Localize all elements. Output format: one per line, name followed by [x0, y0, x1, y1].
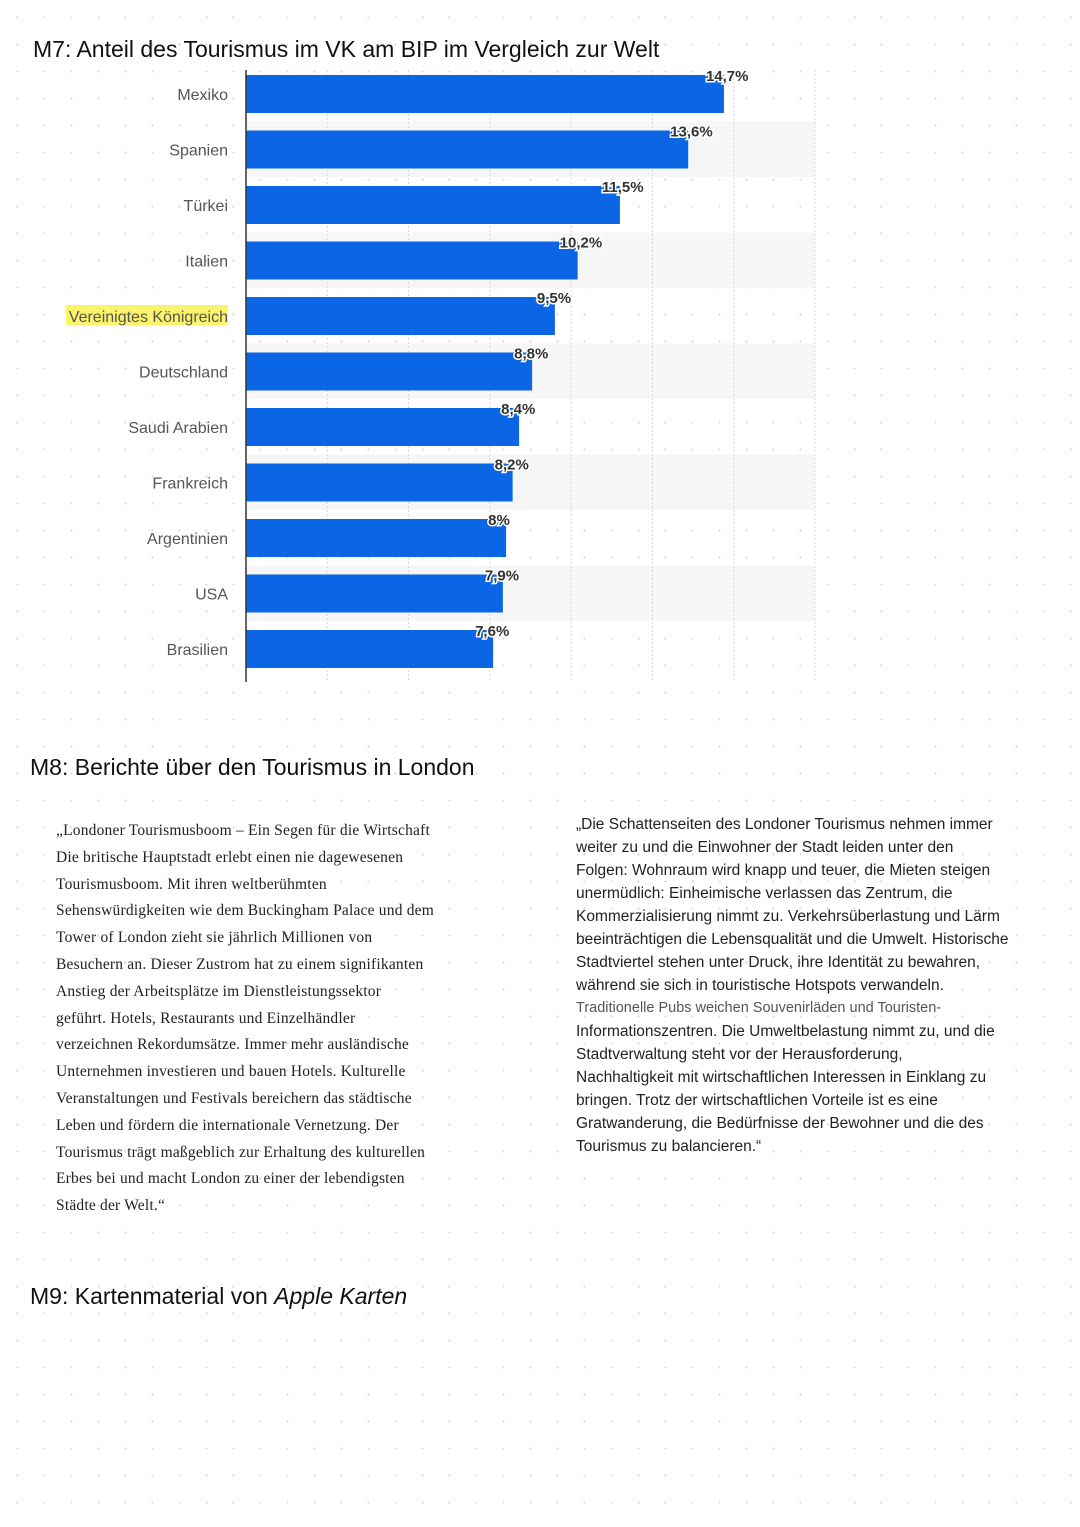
- bar: [246, 241, 578, 280]
- bar: [246, 574, 503, 613]
- category-label: Italien: [185, 254, 228, 271]
- data-label: 14,7%: [706, 68, 749, 85]
- text-line: geführt. Hotels, Restaurants und Einzelh…: [56, 1009, 356, 1027]
- category-label: Argentinien: [147, 531, 228, 548]
- text-line: verzeichnen Rekordumsätze. Immer mehr au…: [56, 1036, 410, 1054]
- category-label: USA: [195, 587, 228, 604]
- text-line: weiter zu und die Einwohner der Stadt le…: [576, 839, 954, 856]
- data-label: 8,4%: [501, 401, 535, 418]
- m9-title-source: Apple Karten: [274, 1283, 408, 1309]
- m7-title: M7: Anteil des Tourismus im VK am BIP im…: [33, 36, 660, 62]
- bar: [246, 352, 533, 391]
- category-label: Mexiko: [177, 87, 228, 104]
- data-label: 11,5%: [602, 179, 644, 196]
- category-label: Deutschland: [139, 365, 228, 382]
- m8-report-positive: „Londoner Tourismusboom – Ein Segen für …: [56, 818, 434, 1220]
- text-line: Informationszentren. Die Umweltbelastung…: [576, 1023, 995, 1040]
- bar: [246, 408, 520, 446]
- text-line: unermüdlich: Einheimische verlassen das …: [576, 885, 953, 902]
- m9-title: M9: Kartenmaterial von Apple Karten: [30, 1283, 407, 1310]
- text-line: Stadtverwaltung steht vor der Herausford…: [576, 1046, 903, 1063]
- category-label: Brasilien: [167, 642, 228, 659]
- bar: [246, 630, 494, 668]
- bar: [246, 130, 689, 169]
- text-line: Traditionelle Pubs weichen Souvenirläden…: [576, 1000, 942, 1016]
- category-label: Türkei: [184, 198, 228, 215]
- text-line: Die britische Hauptstadt erlebt einen ni…: [56, 848, 404, 866]
- text-line: Tower of London zieht sie jährlich Milli…: [56, 929, 373, 947]
- text-line: Tourismus zu balancieren.“: [576, 1138, 762, 1155]
- text-line: bringen. Trotz der wirtschaftlichen Vort…: [576, 1092, 938, 1109]
- text-line: Anstieg der Arbeitsplätze im Dienstleist…: [56, 982, 382, 1000]
- text-line: Gratwanderung, die Bedürfnisse der Bewoh…: [576, 1115, 984, 1132]
- text-line: Sehenswürdigkeiten wie dem Buckingham Pa…: [56, 902, 435, 920]
- text-line: Folgen: Wohnraum wird knapp und teuer, d…: [576, 862, 991, 879]
- m9-title-prefix: M9: Kartenmaterial von: [30, 1283, 275, 1309]
- data-label: 7,9%: [485, 568, 519, 585]
- data-label: 8%: [488, 512, 510, 529]
- text-line: Städte der Welt.“: [56, 1197, 166, 1215]
- text-line: „Die Schattenseiten des Londoner Tourism…: [576, 816, 993, 833]
- bar: [246, 75, 724, 113]
- text-line: Veranstaltungen und Festivals bereichern…: [56, 1089, 412, 1107]
- data-label: 8,8%: [514, 346, 548, 363]
- highlight-marker: [66, 305, 228, 325]
- category-label: Frankreich: [152, 476, 228, 493]
- text-line: Leben und fördern die internationale Ver…: [56, 1116, 399, 1134]
- text-line: Kommerzialisierung nimmt zu. Verkehrsübe…: [576, 908, 1000, 925]
- text-line: beeinträchtigen die Lebensqualität und d…: [576, 931, 1009, 948]
- text-line: Tourismusboom. Mit ihren weltberühmten: [56, 875, 327, 893]
- m8-report-negative: „Die Schattenseiten des Londoner Tourism…: [576, 813, 1009, 1158]
- data-label: 8,2%: [495, 457, 529, 474]
- text-line: „Londoner Tourismusboom – Ein Segen für …: [56, 822, 430, 839]
- m8-title: M8: Berichte über den Tourismus in Londo…: [30, 754, 475, 780]
- text-line: Tourismus trägt maßgeblich zur Erhaltung…: [56, 1143, 426, 1161]
- data-label: 13,6%: [670, 124, 713, 141]
- text-line: Nachhaltigkeit mit wirtschaftlichen Inte…: [576, 1069, 987, 1086]
- text-line: Erbes bei und macht London zu einer der …: [56, 1170, 405, 1188]
- text-line: Unternehmen investieren und bauen Hotels…: [56, 1063, 406, 1081]
- text-line: während sie sich in touristische Hotspot…: [576, 977, 944, 994]
- category-label: Vereinigtes Königreich: [69, 309, 228, 326]
- category-label: Spanien: [169, 143, 228, 160]
- data-label: 10,2%: [560, 235, 603, 252]
- bar: [246, 297, 555, 335]
- data-label: 7,6%: [475, 623, 509, 640]
- data-label: 9,5%: [537, 290, 571, 307]
- category-label: Saudi Arabien: [128, 420, 228, 437]
- text-line: Stadtviertel stehen unter Druck, ihre Id…: [576, 954, 981, 971]
- text-line: Besuchern an. Dieser Zustrom hat zu eine…: [56, 955, 424, 973]
- bar: [246, 186, 620, 224]
- bar: [246, 463, 513, 502]
- bar-chart: Mexiko 14,7% Spanien 13,6% Türkei 11,5% Italie…: [66, 67, 816, 682]
- bar: [246, 519, 507, 557]
